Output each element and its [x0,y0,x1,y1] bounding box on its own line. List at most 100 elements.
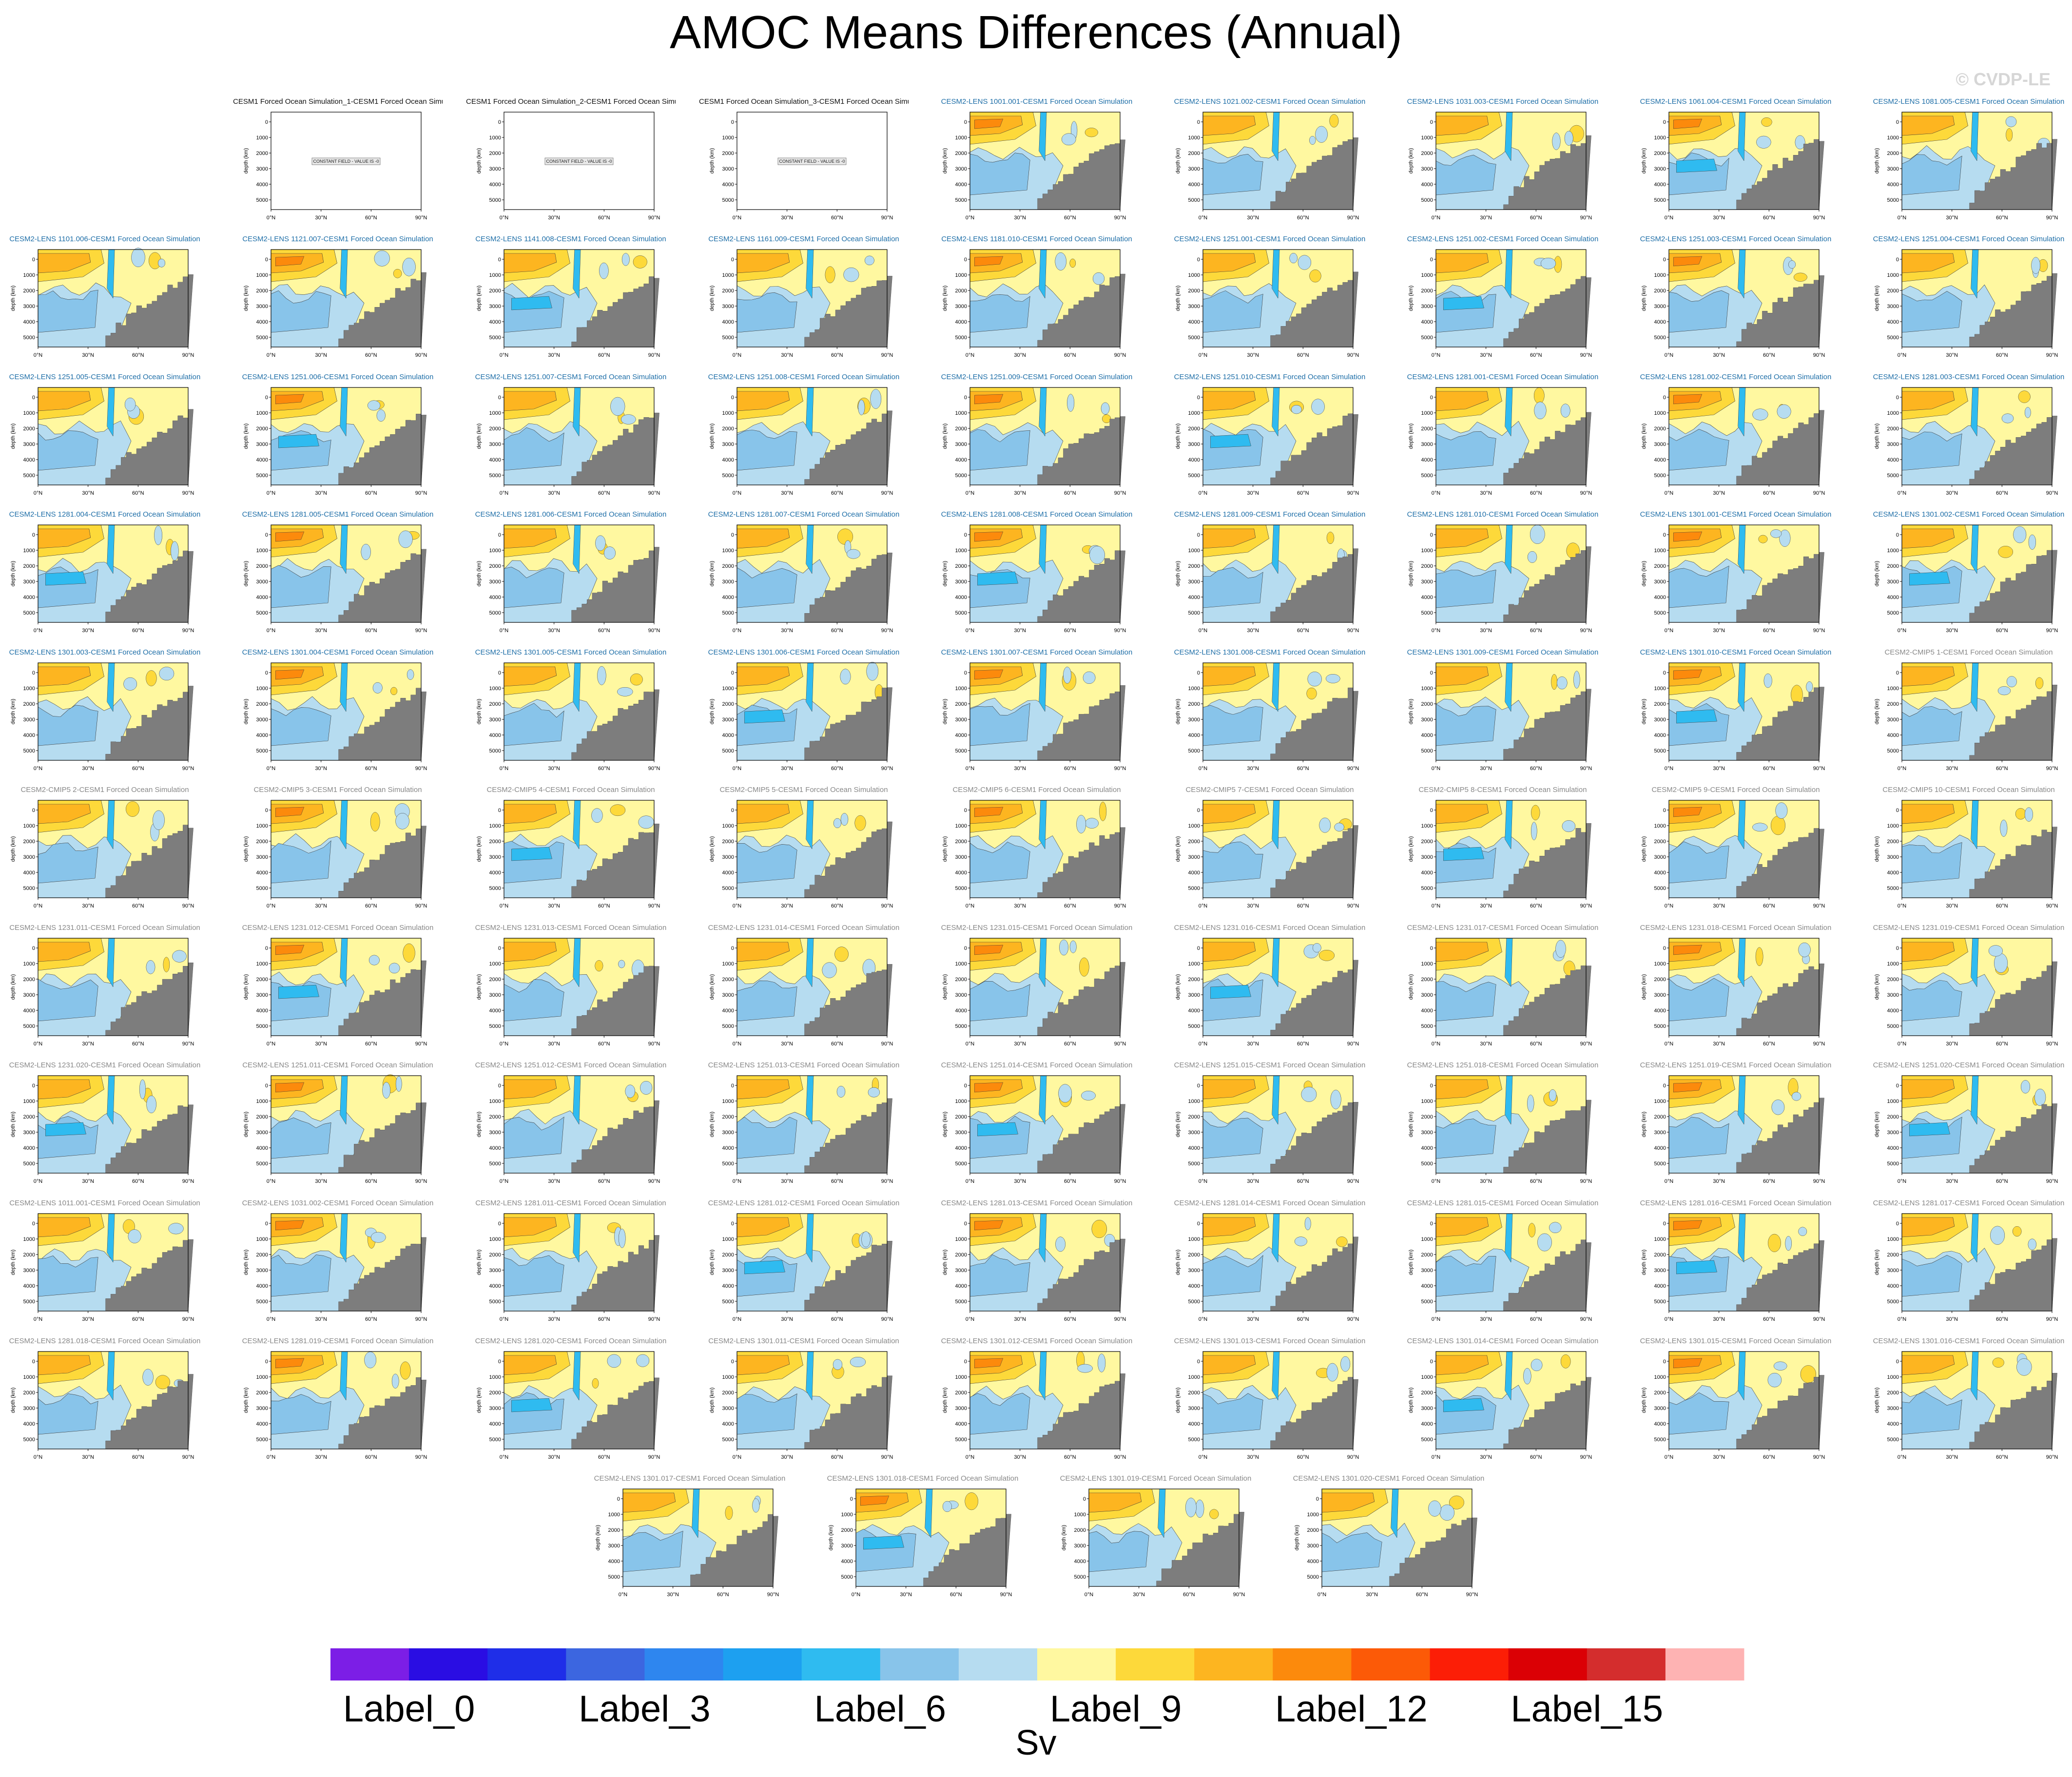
y-tick-label: 3000 [489,442,501,447]
negative-cell-mid [1435,431,1496,471]
contour-patch [1788,260,1796,269]
y-tick-label: 1000 [1421,1099,1433,1104]
y-tick-label: 4000 [1307,1559,1319,1565]
y-tick-label: 5000 [1188,473,1200,479]
x-tick-label: 0°N [966,1316,975,1322]
x-tick-label: 60°N [1530,628,1542,634]
x-tick-label: 90°N [881,903,893,909]
y-tick-label: 2000 [1887,563,1899,569]
y-tick-label: 4000 [489,1283,501,1289]
panel-title: CESM2-LENS 1081.005-CESM1 Forced Ocean S… [1873,97,2065,106]
x-tick-label: 30°N [1247,903,1259,909]
panel-title: CESM2-LENS 1301.007-CESM1 Forced Ocean S… [941,648,1133,657]
y-tick-label: 1000 [23,686,35,692]
contour-patch [1091,1219,1107,1238]
panel-title: CESM2-LENS 1281.006-CESM1 Forced Ocean S… [475,510,667,519]
x-tick-label: 60°N [1763,1316,1775,1322]
negative-cell-mid [736,429,797,471]
contour-patch [1326,532,1335,544]
y-tick-label: 0 [1197,946,1200,951]
y-tick-label: 4000 [256,595,268,600]
contour-patch [1069,258,1076,268]
y-tick-label: 0 [964,670,967,676]
y-tick-label: 0 [498,119,501,125]
y-tick-label: 3000 [1887,579,1899,585]
y-axis-label: depth (km) [828,1525,834,1551]
contour-patch [822,962,837,978]
contour-patch [168,1223,184,1235]
negative-cell-mid [969,294,1030,333]
negative-cell-mid [1435,155,1496,195]
plot-frame [38,1075,189,1174]
y-tick-label: 4000 [23,1283,35,1289]
positive-cell-core [974,1220,1004,1231]
x-tick-label: 0°N [1898,1454,1907,1460]
y-tick-label: 3000 [1188,166,1200,172]
y-tick-label: 4000 [1188,1283,1200,1289]
plot-frame [1435,524,1587,623]
x-tick-label: 60°N [365,1178,377,1184]
x-tick-label: 0°N [1665,1454,1674,1460]
y-tick-label: 2000 [1188,426,1200,432]
panel-title: CESM2-LENS 1031.003-CESM1 Forced Ocean S… [1407,97,1599,106]
panel-title: CESM2-LENS 1301.002-CESM1 Forced Ocean S… [1873,510,2065,519]
y-tick-label: 2000 [1654,1390,1666,1396]
y-tick-label: 1000 [1421,272,1433,278]
y-axis-label: depth (km) [1874,1112,1880,1138]
y-tick-label: 4000 [1188,1145,1200,1151]
y-tick-label: 3000 [1654,854,1666,860]
y-tick-label: 1000 [1421,961,1433,967]
y-tick-label: 0 [498,395,501,401]
colorbar-swatch [723,1648,802,1680]
plot-frame [1435,112,1587,210]
y-tick-label: 3000 [1654,579,1666,585]
contour-patch [2035,677,2044,689]
x-tick-label: 90°N [648,1454,660,1460]
panel-title: CESM2-LENS 1301.006-CESM1 Forced Ocean S… [708,648,900,657]
y-tick-label: 5000 [1421,610,1433,616]
y-axis-label: depth (km) [243,974,249,1000]
y-tick-label: 2000 [1654,977,1666,983]
y-tick-label: 2000 [489,701,501,707]
plot-frame [969,800,1121,898]
contour-patch [1773,1361,1787,1371]
x-tick-label: 0°N [733,628,742,634]
y-tick-label: 5000 [955,1437,967,1443]
amoc-panel: CESM2-LENS 1281.005-CESM1 Forced Ocean S… [233,510,443,652]
panel-title: CESM2-LENS 1251.007-CESM1 Forced Ocean S… [475,373,667,381]
y-tick-label: 3000 [256,442,268,447]
y-axis-label: depth (km) [709,1388,715,1413]
contour-patch [1779,529,1791,547]
y-tick-label: 3000 [256,717,268,723]
y-axis-label: depth (km) [709,424,715,449]
bathymetry [804,1375,892,1449]
y-tick-label: 1000 [489,410,501,416]
plot-frame [503,662,655,761]
contour-patch [1329,114,1339,128]
y-tick-label: 5000 [23,1437,35,1443]
x-tick-label: 0°N [1898,490,1907,496]
y-tick-label: 1000 [1887,548,1899,554]
y-tick-label: 5000 [489,335,501,341]
y-tick-label: 2000 [722,151,734,156]
x-tick-label: 30°N [315,1316,327,1322]
x-tick-label: 0°N [34,1178,43,1184]
y-tick-label: 1000 [1421,1236,1433,1242]
x-tick-label: 30°N [548,903,560,909]
negative-cell-mid [1202,154,1263,195]
x-tick-label: 60°N [132,352,144,358]
x-tick-label: 0°N [34,490,43,496]
bathymetry [1037,962,1125,1036]
y-tick-label: 1000 [23,272,35,278]
y-tick-label: 3000 [722,854,734,860]
x-tick-label: 0°N [267,628,276,634]
y-axis-label: depth (km) [243,1112,249,1138]
x-tick-label: 90°N [881,1454,893,1460]
contour-patch [1101,402,1110,415]
contour-patch [630,673,643,686]
bathymetry [105,550,194,623]
